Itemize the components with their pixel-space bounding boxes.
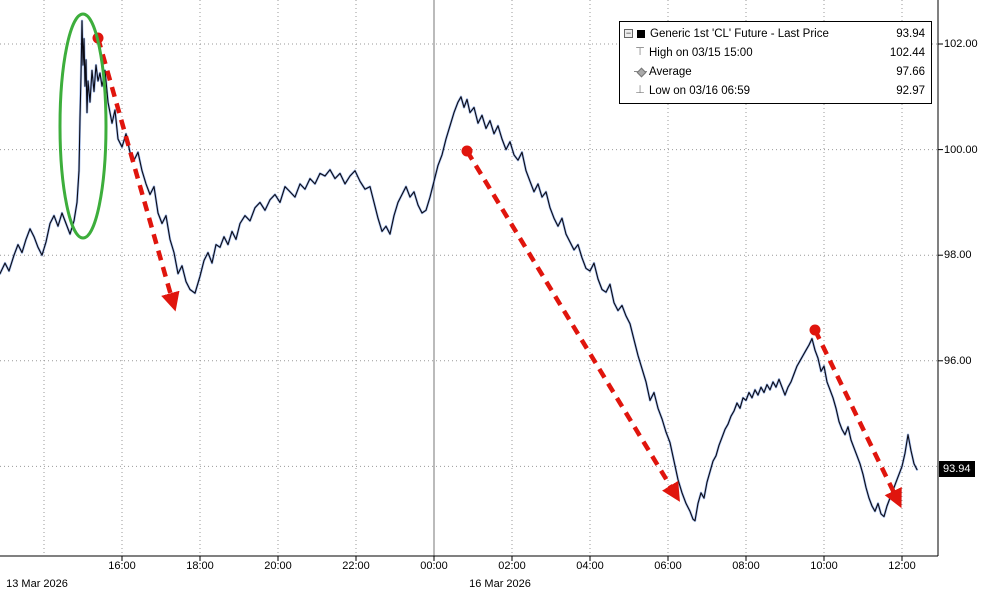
x-axis-date-label: 16 Mar 2026 xyxy=(469,578,531,590)
last-price-badge: 93.94 xyxy=(939,460,975,477)
legend-series-value: 93.94 xyxy=(896,27,925,40)
x-axis-label: 20:00 xyxy=(264,560,292,572)
high-marker-icon: ⊤ xyxy=(635,46,645,58)
decline-arrow-annotation xyxy=(812,329,902,509)
average-marker-icon xyxy=(634,67,647,76)
x-axis-label: 18:00 xyxy=(186,560,214,572)
legend-row-last-price: − Generic 1st 'CL' Future - Last Price 9… xyxy=(624,24,925,43)
arrow-origin-dot xyxy=(809,324,821,336)
arrow-origin-dot xyxy=(461,145,473,157)
y-axis-label: 102.00 xyxy=(944,38,978,50)
legend-collapse-icon[interactable]: − xyxy=(624,28,633,38)
x-axis-label: 10:00 xyxy=(810,560,838,572)
legend-low-label: Low on 03/16 06:59 xyxy=(649,84,751,97)
low-marker-icon: ⊥ xyxy=(635,84,645,96)
legend-series-label: Generic 1st 'CL' Future - Last Price xyxy=(650,27,829,40)
x-axis-label: 16:00 xyxy=(108,560,136,572)
y-axis-label: 100.00 xyxy=(944,143,978,156)
legend-average-label: Average xyxy=(649,65,692,78)
x-axis-label: 02:00 xyxy=(498,560,526,572)
legend-row-average: Average 97.66 xyxy=(624,62,925,81)
x-axis-label: 08:00 xyxy=(732,560,760,572)
price-series-line xyxy=(0,20,918,522)
decline-arrow-annotation xyxy=(95,37,180,312)
legend-high-value: 102.44 xyxy=(889,46,925,59)
series-swatch-icon xyxy=(637,29,645,38)
x-axis-label: 00:00 xyxy=(420,560,448,572)
legend-box: − Generic 1st 'CL' Future - Last Price 9… xyxy=(619,21,932,104)
y-axis-label: 98.00 xyxy=(944,249,972,262)
spike-highlight-ellipse xyxy=(58,12,108,240)
x-axis-label: 22:00 xyxy=(342,560,370,572)
x-axis-label: 06:00 xyxy=(654,560,682,572)
legend-high-label: High on 03/15 15:00 xyxy=(649,46,753,59)
legend-row-low: ⊥ Low on 03/16 06:59 92.97 xyxy=(624,81,925,100)
legend-row-high: ⊤ High on 03/15 15:00 102.44 xyxy=(624,43,925,62)
x-axis-label: 04:00 xyxy=(576,560,604,572)
legend-low-value: 92.97 xyxy=(896,84,925,97)
x-axis-date-label: 13 Mar 2026 xyxy=(6,578,68,590)
decline-arrow-annotation xyxy=(465,149,680,502)
x-axis-label: 12:00 xyxy=(888,560,916,572)
y-axis-label: 96.00 xyxy=(944,354,972,367)
legend-average-value: 97.66 xyxy=(896,65,925,78)
